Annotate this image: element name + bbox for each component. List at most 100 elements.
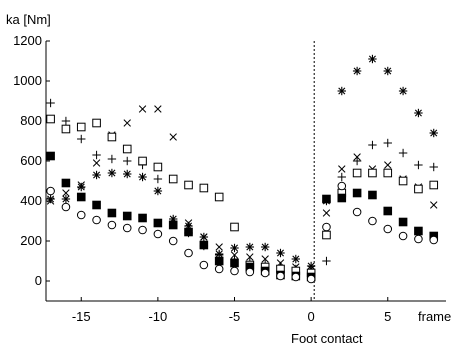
data-point-asterisk [398,86,408,96]
data-point-filled-square [398,217,408,227]
data-point-circle [337,181,347,191]
data-point-plus [337,172,346,182]
data-point-x [261,255,269,263]
data-point-square [214,192,224,202]
data-point-asterisk [92,170,101,180]
data-point-filled-square [168,220,178,230]
data-point-asterisk [383,66,392,76]
data-point-filled-square [107,208,117,218]
data-point-circle [260,268,270,278]
data-point-circle [276,271,285,281]
x-tick-label: -5 [229,309,241,324]
data-point-square [368,168,377,178]
data-point-square [153,162,163,172]
data-point-circle [383,224,393,234]
data-point-x [46,197,55,205]
data-point-asterisk [276,248,285,258]
data-point-circle [230,266,239,276]
data-point-filled-square [184,227,193,237]
data-point-square [429,180,439,190]
data-point-square [383,168,393,178]
data-point-circle [168,236,178,246]
data-point-x [353,153,361,161]
data-point-x [184,219,193,227]
x-tick-label: -10 [148,309,167,324]
data-point-circle [398,231,408,241]
y-axis-label: ka [Nm] [6,12,51,27]
data-point-square [92,118,101,128]
data-point-square [184,180,193,190]
data-point-circle [107,220,117,230]
data-point-x [77,181,85,189]
data-point-asterisk [337,86,346,96]
data-point-square [414,184,423,194]
data-point-circle [46,186,55,196]
data-point-plus [46,98,55,108]
data-point-square [398,176,408,186]
data-point-filled-square [322,194,331,204]
y-tick-label: 800 [20,113,42,128]
y-tick-label: 200 [20,233,42,248]
data-point-filled-square [61,178,71,188]
data-point-asterisk [77,182,86,192]
data-point-circle [153,229,163,239]
data-points [46,54,439,284]
data-point-circle [61,202,71,212]
data-point-circle [306,274,316,284]
data-point-circle [214,264,224,274]
data-point-circle [76,210,86,220]
data-point-filled-square [46,151,55,161]
data-point-filled-square [122,211,132,221]
data-point-square [138,156,147,166]
data-point-asterisk [46,194,55,204]
data-point-filled-square [76,192,86,202]
data-point-x [92,159,101,167]
data-point-x [430,201,438,209]
x-tick-label: 5 [384,309,391,324]
data-point-circle [322,222,331,232]
data-point-plus [77,134,86,144]
y-tick-label: 1000 [13,73,42,88]
data-point-plus [414,160,423,170]
data-point-x [322,209,331,217]
y-tick-label: 1200 [13,33,42,48]
x-tick-label: -15 [72,309,91,324]
data-point-square [76,122,86,132]
data-point-filled-square [230,258,239,268]
data-point-circle [138,225,147,235]
data-point-square [122,144,132,154]
data-point-x [200,233,208,241]
data-point-asterisk [352,66,362,76]
data-point-plus [368,140,377,150]
data-point-circle [291,272,301,282]
data-point-filled-square [352,188,362,198]
data-point-square [107,132,117,142]
data-point-asterisk [230,243,239,253]
data-point-square [168,174,178,184]
data-point-x [123,119,131,127]
data-point-filled-square [138,213,147,223]
data-point-x [62,189,70,197]
data-point-square [322,230,331,240]
y-tick-label: 600 [20,153,42,168]
data-point-asterisk [260,242,270,252]
data-point-asterisk [138,172,147,182]
data-point-filled-square [199,240,209,250]
data-point-circle [184,248,193,258]
data-point-filled-square [414,226,423,236]
data-point-filled-square [368,190,377,200]
data-point-circle [92,215,101,225]
data-point-filled-square [214,256,224,266]
data-point-plus [61,116,71,126]
data-point-filled-square [337,193,347,203]
data-point-asterisk [368,54,377,64]
data-point-filled-square [383,206,393,216]
data-point-square [46,114,55,124]
data-point-plus [153,174,163,184]
data-point-x [215,243,223,251]
data-point-filled-square [153,218,163,228]
data-point-circle [122,223,132,233]
data-point-asterisk [291,254,301,264]
data-point-square [61,124,71,134]
